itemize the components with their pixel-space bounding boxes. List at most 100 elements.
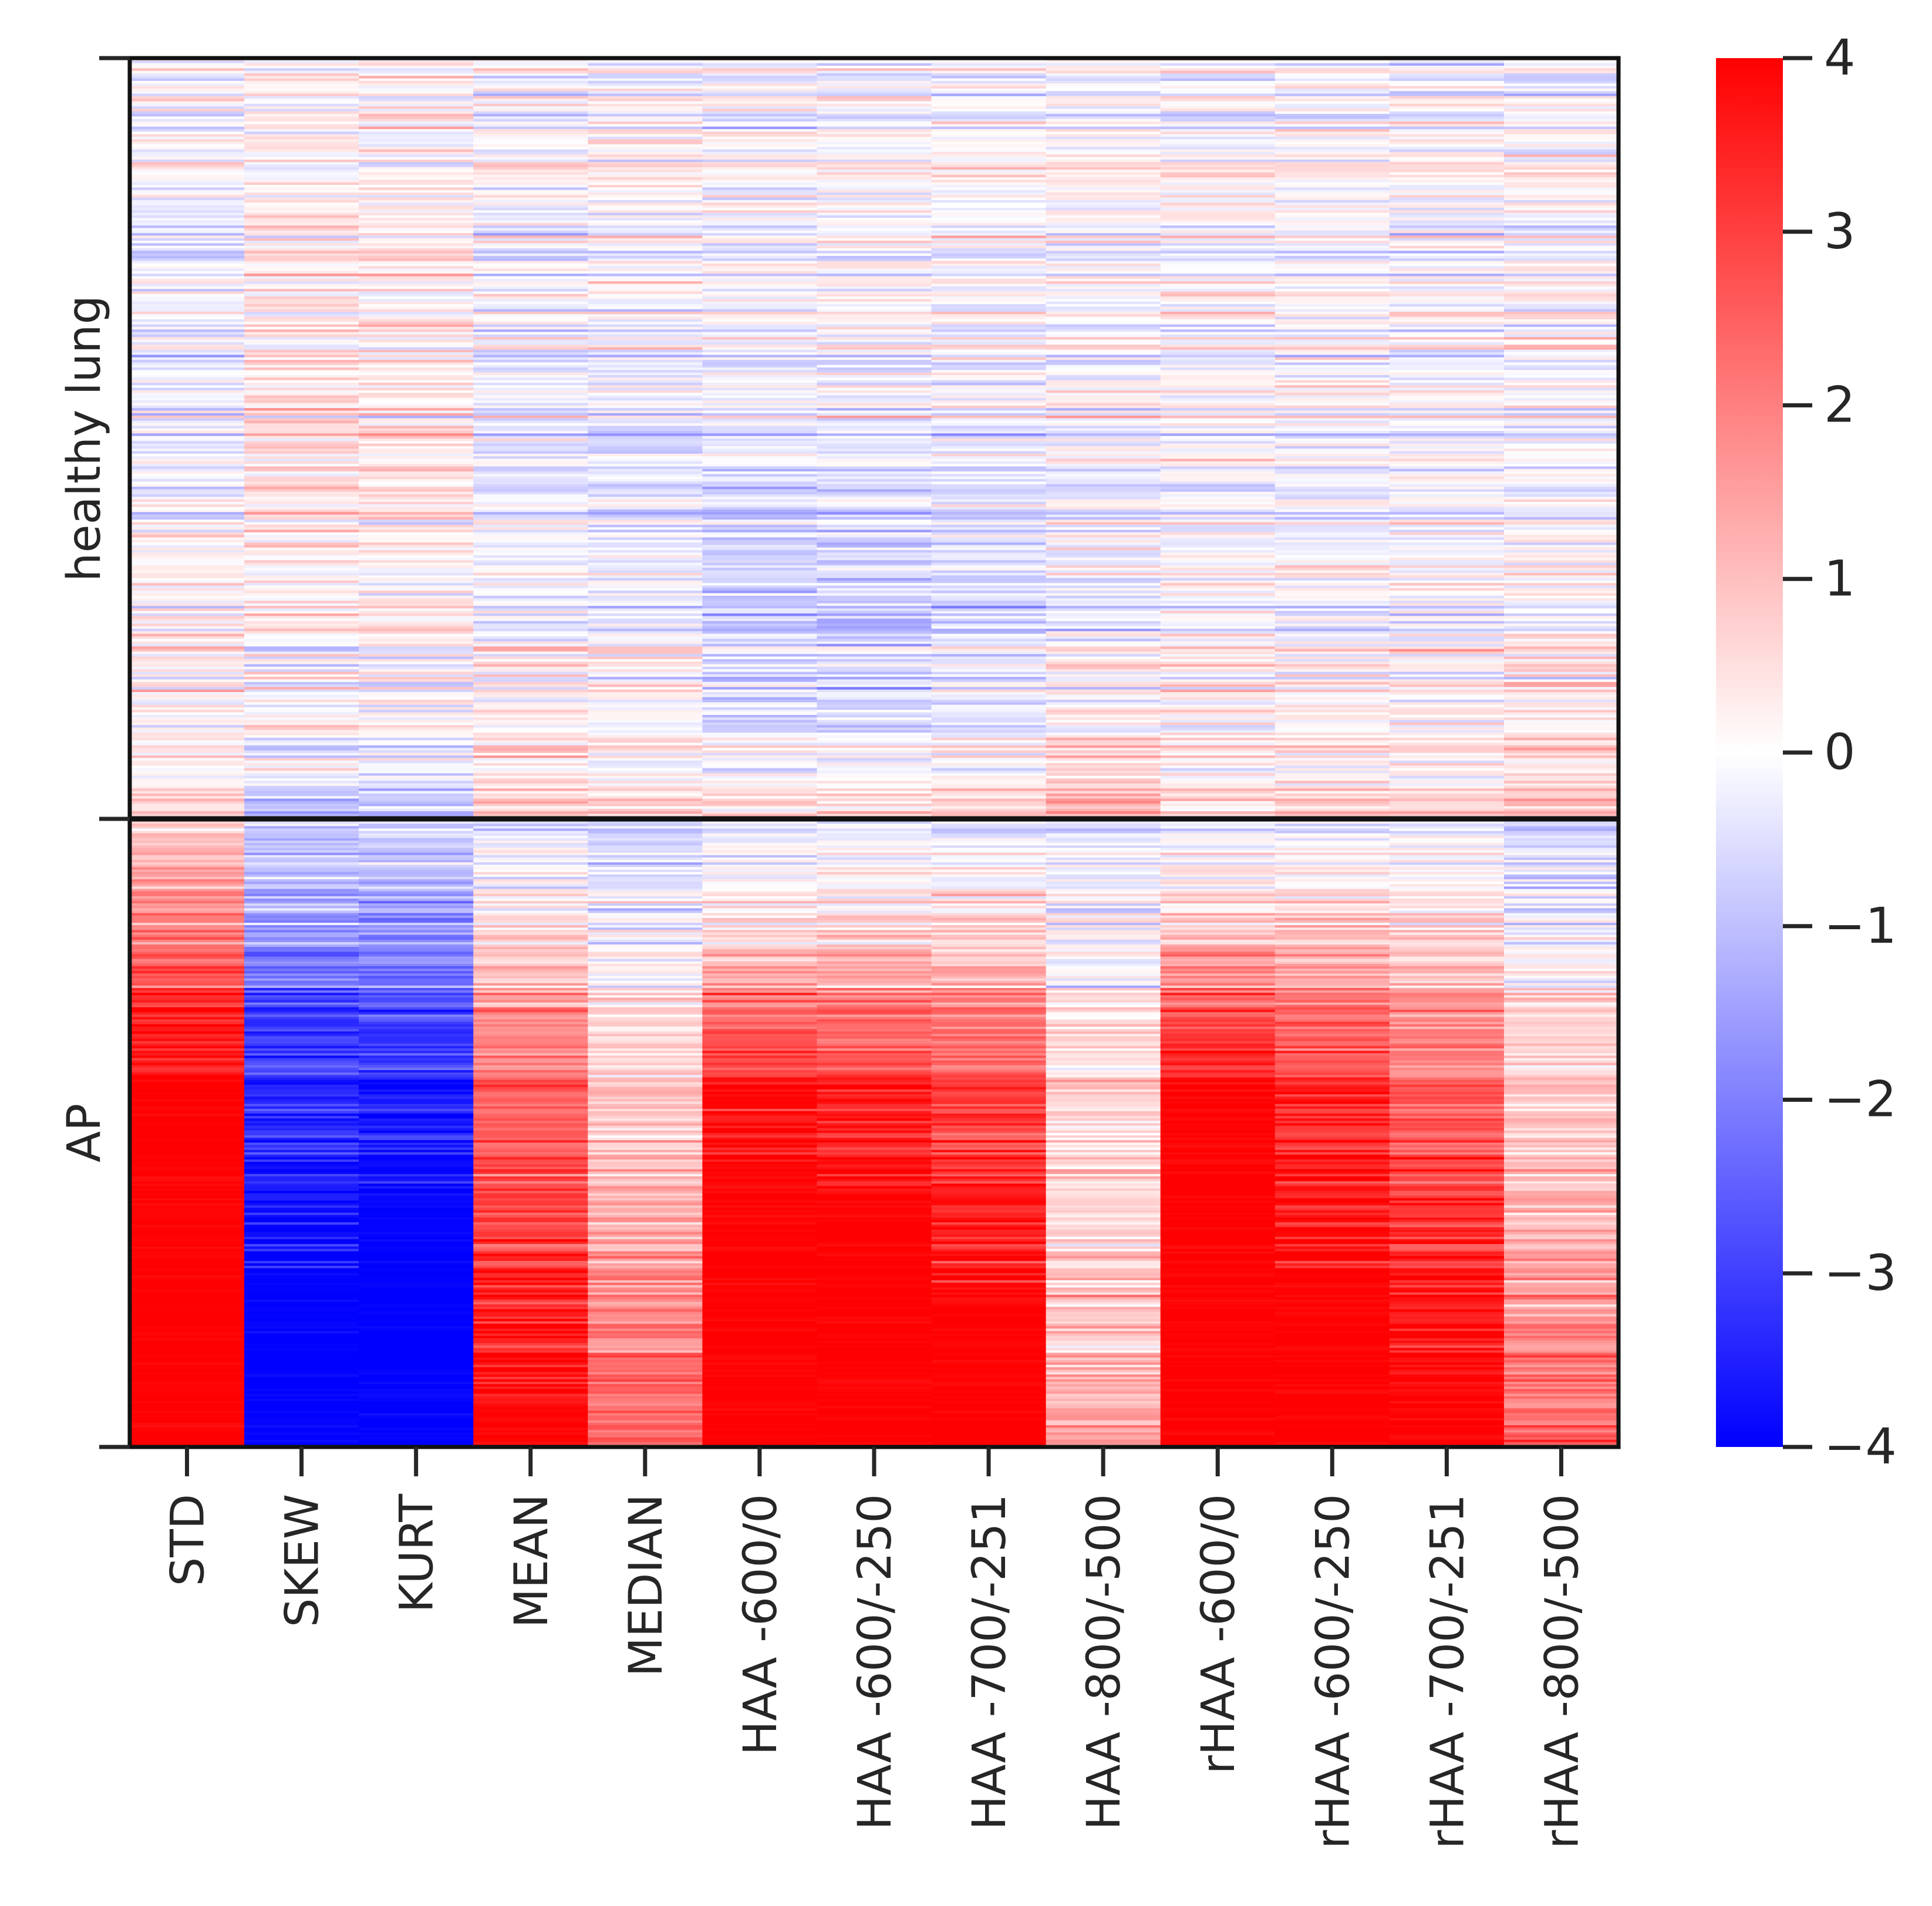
heatmap-cell xyxy=(1274,629,1390,632)
heatmap-cell xyxy=(1046,857,1161,861)
heatmap-cell xyxy=(931,973,1047,977)
heatmap-cell xyxy=(359,760,474,764)
heatmap-cell xyxy=(702,324,818,328)
heatmap-cell xyxy=(1046,464,1161,467)
heatmap-cell xyxy=(1389,545,1505,548)
heatmap-cell xyxy=(702,781,818,784)
heatmap-cell xyxy=(359,610,474,614)
heatmap-cell xyxy=(1160,207,1276,211)
heatmap-cell xyxy=(1274,109,1390,112)
heatmap-cell xyxy=(817,591,932,594)
heatmap-cell xyxy=(1274,791,1390,794)
heatmap-cell xyxy=(1274,266,1390,269)
heatmap-cell xyxy=(1160,345,1276,348)
heatmap-cell xyxy=(244,841,359,844)
heatmap-cell xyxy=(359,616,474,619)
heatmap-cell xyxy=(359,382,474,386)
heatmap-cell xyxy=(359,342,474,345)
heatmap-cell xyxy=(702,859,818,863)
heatmap-cell xyxy=(1274,765,1390,769)
heatmap-cell xyxy=(931,83,1047,87)
heatmap-cell xyxy=(702,491,818,495)
heatmap-cell xyxy=(931,190,1047,193)
heatmap-cell xyxy=(130,927,245,930)
heatmap-cell xyxy=(1160,144,1276,147)
heatmap-cell xyxy=(359,785,474,789)
heatmap-cell xyxy=(244,174,359,178)
heatmap-cell xyxy=(473,197,588,201)
heatmap-cell xyxy=(702,542,818,546)
heatmap-cell xyxy=(359,646,474,650)
heatmap-cell xyxy=(817,550,932,553)
heatmap-cell xyxy=(588,672,703,675)
heatmap-cell xyxy=(817,804,932,807)
heatmap-cell xyxy=(931,438,1047,441)
heatmap-cell xyxy=(1046,814,1161,817)
heatmap-cell xyxy=(817,532,932,535)
heatmap-cell xyxy=(244,694,359,698)
heatmap-cell xyxy=(1389,826,1505,829)
heatmap-cell xyxy=(588,537,703,541)
heatmap-cell xyxy=(130,187,245,191)
heatmap-cell xyxy=(473,514,588,518)
heatmap-cell xyxy=(1160,324,1276,328)
heatmap-cell xyxy=(1389,448,1505,452)
heatmap-cell xyxy=(130,720,245,723)
heatmap-cell xyxy=(244,811,359,814)
heatmap-cell xyxy=(931,791,1047,794)
heatmap-cell xyxy=(473,306,588,310)
heatmap-cell xyxy=(244,966,359,969)
heatmap-cell xyxy=(244,821,359,824)
heatmap-cell xyxy=(359,441,474,444)
heatmap-cell xyxy=(702,727,818,731)
heatmap-cell xyxy=(1160,956,1276,960)
heatmap-cell xyxy=(1046,1000,1161,1003)
heatmap-cell xyxy=(1160,222,1276,226)
heatmap-cell xyxy=(1274,479,1390,483)
heatmap-cell xyxy=(702,162,818,166)
heatmap-cell xyxy=(1046,689,1161,693)
heatmap-cell xyxy=(702,93,818,97)
heatmap-cell xyxy=(1046,428,1161,431)
heatmap-cell xyxy=(817,601,932,604)
heatmap-cell xyxy=(1503,212,1619,216)
heatmap-cell xyxy=(130,205,245,208)
heatmap-cell xyxy=(702,932,818,936)
heatmap-cell xyxy=(359,129,474,132)
heatmap-cell xyxy=(244,867,359,871)
heatmap-cell xyxy=(1389,443,1505,447)
heatmap-cell xyxy=(1160,939,1276,943)
heatmap-cell xyxy=(1274,874,1390,878)
heatmap-cell xyxy=(130,134,245,137)
heatmap-cell xyxy=(359,70,474,74)
heatmap-cell xyxy=(1160,623,1276,627)
heatmap-cell xyxy=(1160,922,1276,926)
heatmap-cell xyxy=(359,403,474,406)
heatmap-cell xyxy=(588,636,703,639)
heatmap-cell xyxy=(817,575,932,579)
heatmap-cell xyxy=(1046,339,1161,343)
heatmap-cell xyxy=(588,900,703,904)
heatmap-cell xyxy=(931,426,1047,429)
heatmap-cell xyxy=(1274,365,1390,368)
heatmap-cell xyxy=(1389,857,1505,861)
heatmap-cell xyxy=(473,210,588,214)
heatmap-cell xyxy=(1274,233,1390,236)
heatmap-cell xyxy=(473,537,588,541)
heatmap-cell xyxy=(588,833,703,836)
heatmap-cell xyxy=(1160,83,1276,87)
heatmap-cell xyxy=(702,666,818,670)
heatmap-cell xyxy=(1160,235,1276,239)
heatmap-cell xyxy=(244,961,359,964)
heatmap-cell xyxy=(588,70,703,74)
heatmap-cell xyxy=(817,699,932,703)
heatmap-cell xyxy=(931,200,1047,203)
heatmap-cell xyxy=(817,886,932,889)
heatmap-cell xyxy=(130,76,245,79)
heatmap-cell xyxy=(702,103,818,107)
heatmap-cell xyxy=(588,651,703,655)
heatmap-cell xyxy=(1160,357,1276,360)
heatmap-cell xyxy=(359,804,474,807)
heatmap-cell xyxy=(473,758,588,761)
heatmap-cell xyxy=(1274,692,1390,695)
